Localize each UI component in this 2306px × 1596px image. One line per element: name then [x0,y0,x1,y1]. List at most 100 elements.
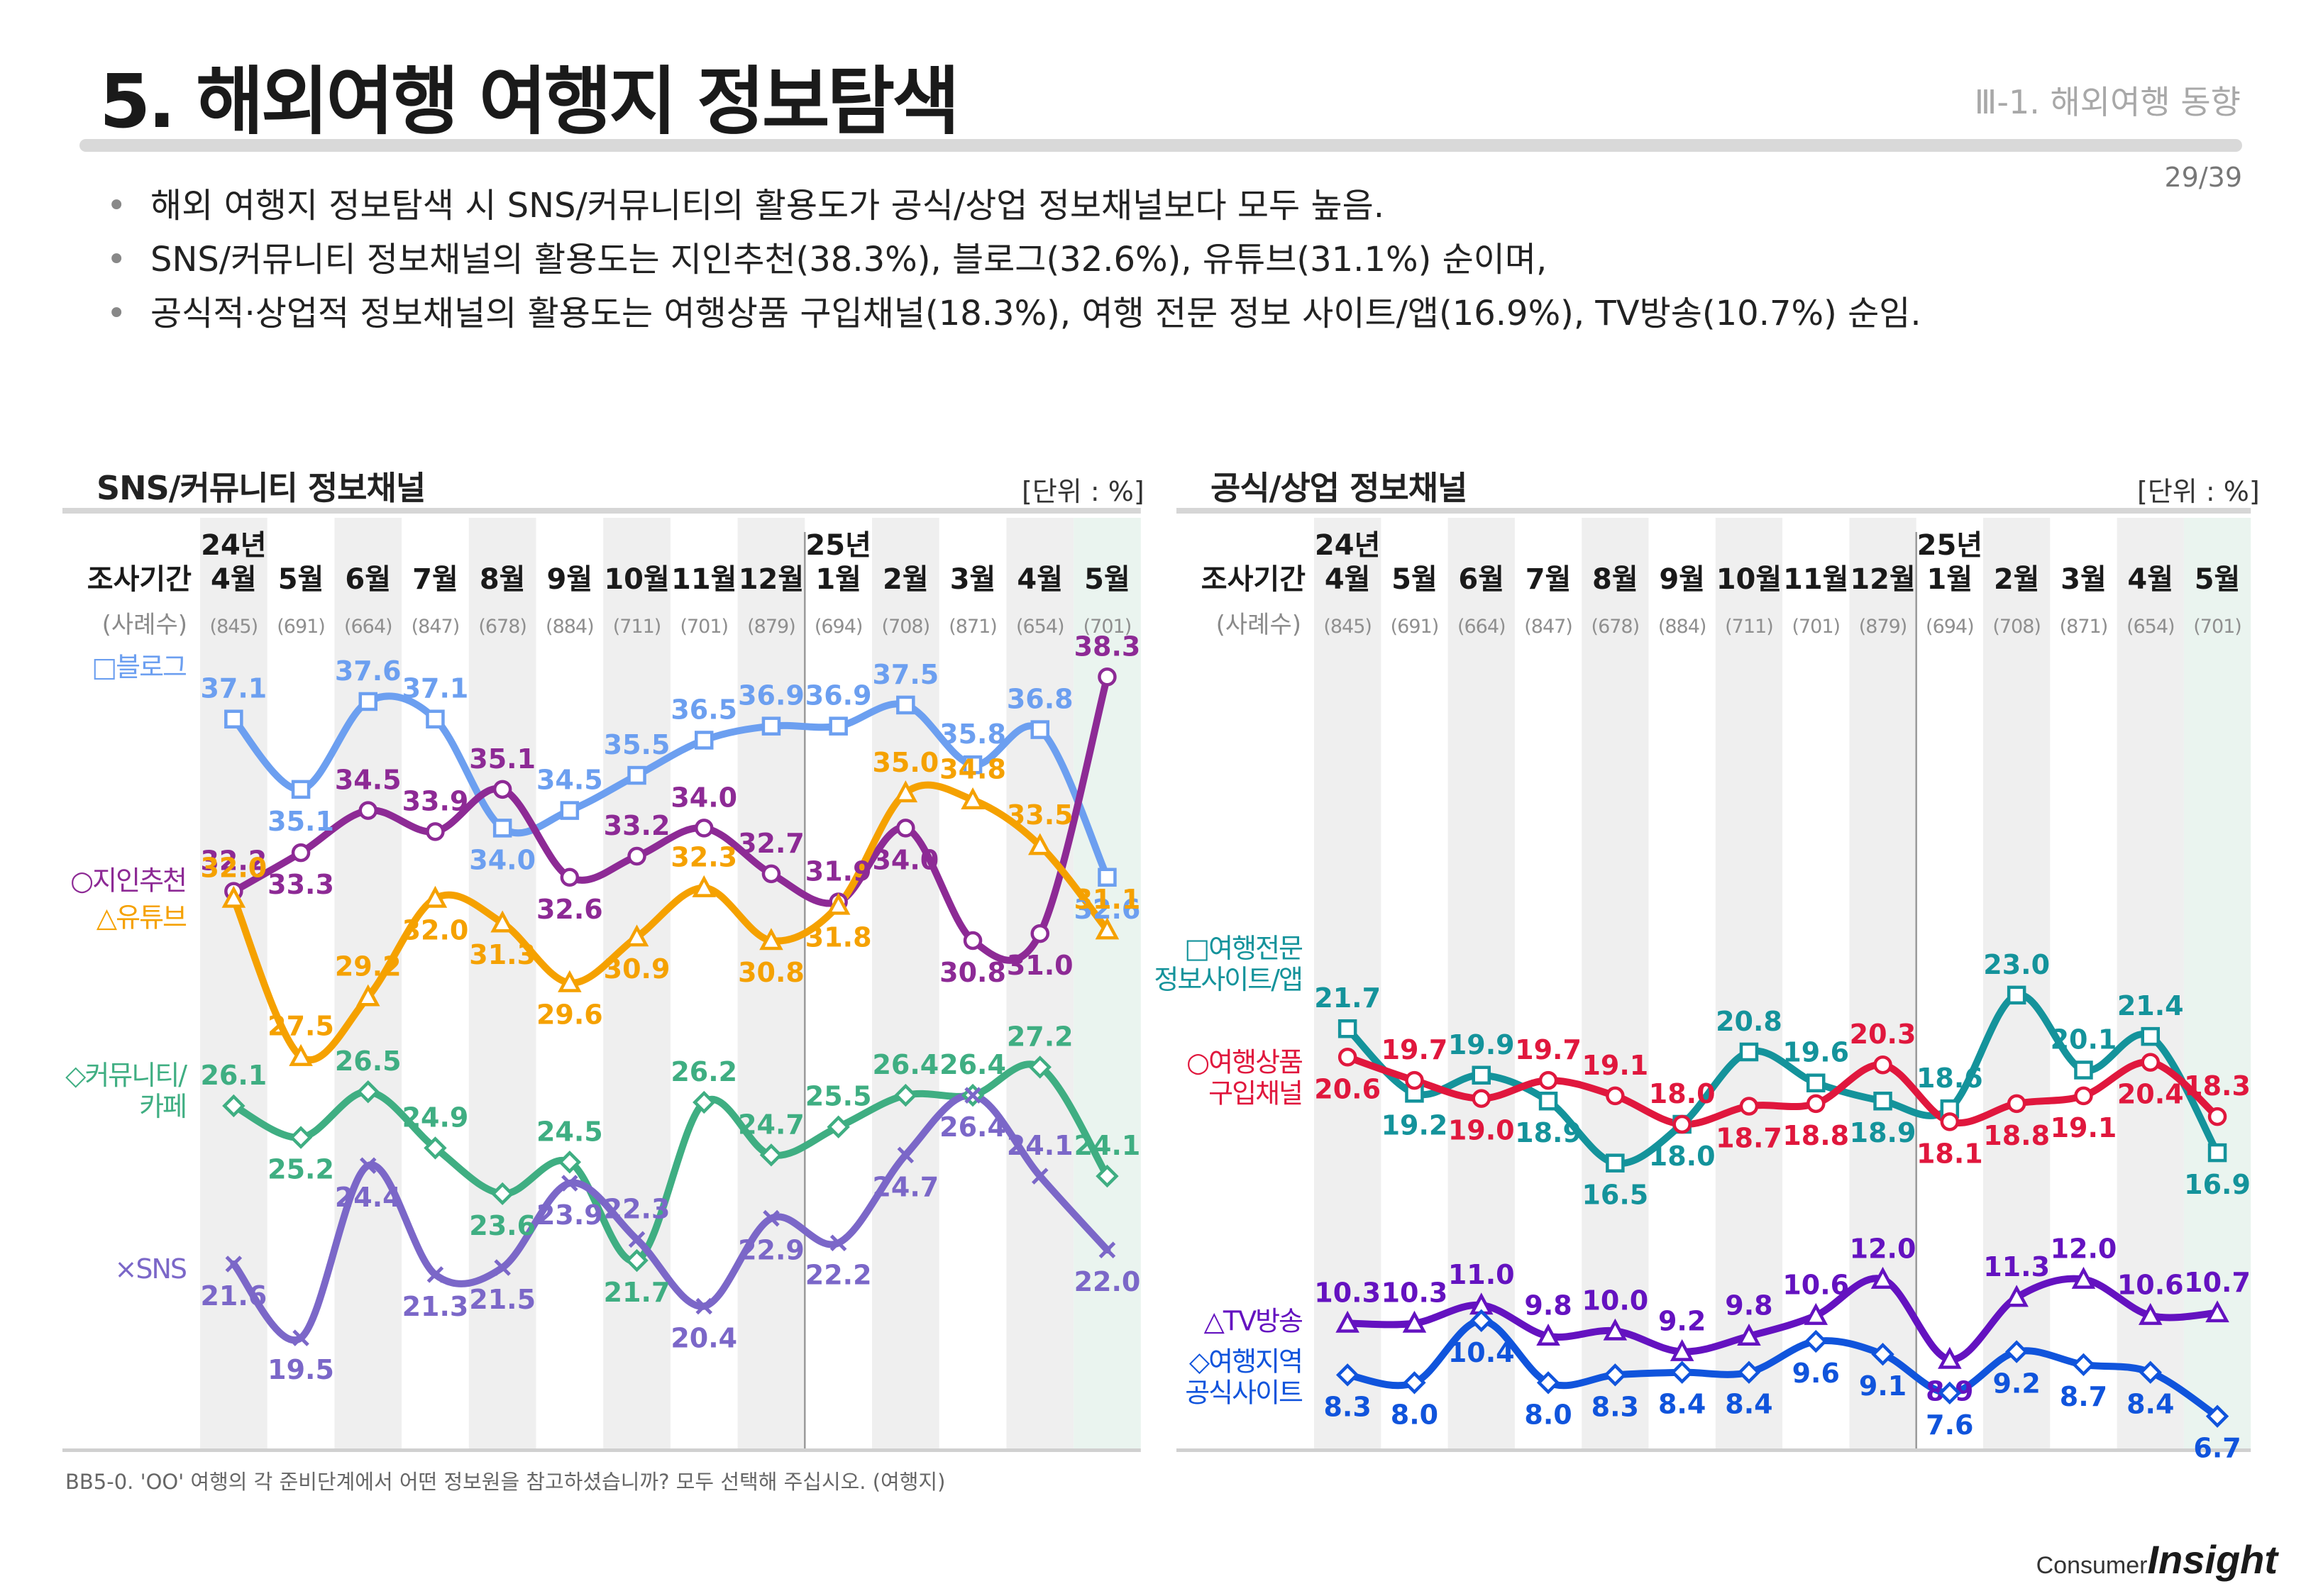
data-label-3-3: 24.9 [402,1102,469,1133]
data-label-1-12: 31.0 [1007,950,1074,981]
data-label-4-5: 23.9 [536,1199,603,1231]
data-label-3-11: 26.4 [939,1049,1006,1080]
data-label-0-3: 37.1 [402,673,469,704]
data-point-4-7 [695,1297,713,1315]
column-shade-10 [872,518,939,1448]
bullet-3-text: 공식적·상업적 정보채널의 활용도는 여행상품 구입채널(18.3%), 여행 … [150,294,1921,333]
data-point-4-3 [426,1266,444,1283]
brand-logo: ConsumerInsight [2036,1536,2278,1583]
data-point-1-8 [761,864,781,884]
bullet-2: SNS/커뮤니티 정보채널의 활용도는 지인추천(38.3%), 블로그(32.… [106,233,1921,287]
legend-entry-3: 카페 [139,1091,186,1122]
data-label-3-9: 25.5 [805,1081,872,1112]
month-tick-label: 5월 [1084,563,1130,596]
data-label-2-8: 30.8 [738,957,805,988]
data-point-0-7 [695,731,714,750]
data-point-4-9 [829,1234,847,1252]
legend-entry-2: △유튜브 [96,902,187,933]
data-label-2-12: 33.5 [1007,799,1074,831]
month-tick-label: 8월 [480,563,526,596]
data-label-4-6: 22.3 [604,1193,671,1224]
data-point-0-11 [963,755,983,775]
data-label-4-13: 22.0 [1074,1266,1141,1297]
data-label-1-3: 33.9 [402,785,469,816]
data-point-1-2 [358,801,377,820]
data-point-2-6 [624,924,649,947]
data-label-3-2: 26.5 [335,1046,402,1077]
sample-size-label: (691) [277,616,325,638]
data-point-0-6 [627,765,646,785]
section-label: Ⅲ-1. 해외여행 동향 [1974,83,2241,121]
data-point-3-6 [625,1248,649,1273]
sample-size-label: (701) [680,616,728,638]
month-tick-label: 7월 [412,563,458,596]
data-point-2-11 [961,787,985,809]
data-label-1-4: 35.1 [469,743,536,775]
legend-entry-4: ×SNS [114,1253,186,1285]
data-point-2-13 [1095,917,1120,940]
column-shade-8 [737,518,805,1448]
data-label-2-3: 32.0 [402,915,469,946]
data-label-0-6: 35.5 [604,729,671,760]
data-label-4-9: 22.2 [805,1259,872,1290]
data-label-0-4: 34.0 [469,844,536,875]
sample-size-label: (701) [1083,616,1132,638]
data-point-2-5 [558,970,582,992]
month-tick-label: 12월 [739,563,804,596]
data-point-2-0 [221,885,246,908]
data-label-0-12: 36.8 [1007,684,1074,715]
data-label-0-8: 36.9 [738,680,805,711]
month-tick-label: 3월 [950,563,996,596]
chart-top-rule [62,508,1141,514]
data-label-3-5: 24.5 [536,1116,603,1147]
column-shade-6 [603,518,671,1448]
sample-size-label: (879) [747,616,795,638]
data-point-1-5 [560,868,580,887]
data-label-0-11: 35.8 [939,719,1006,750]
data-point-0-0 [224,709,243,728]
sample-size-label: (871) [949,616,997,638]
data-point-0-1 [291,780,311,799]
data-point-3-5 [558,1151,582,1174]
data-label-3-1: 25.2 [267,1154,334,1185]
data-point-1-11 [963,931,983,951]
title-divider [79,139,2242,152]
data-point-1-7 [695,819,714,838]
data-point-4-6 [628,1231,646,1248]
data-point-1-1 [291,843,311,863]
data-point-2-2 [355,984,380,1007]
chart-left-unit: [단위 : %] [1022,476,1144,507]
bullet-1: 해외 여행지 정보탐색 시 SNS/커뮤니티의 활용도가 공식/상업 정보채널보… [106,179,1921,233]
data-point-3-2 [356,1080,380,1104]
data-point-4-1 [292,1329,309,1346]
data-label-4-2: 24.4 [335,1182,402,1213]
summary-bullets: 해외 여행지 정보탐색 시 SNS/커뮤니티의 활용도가 공식/상업 정보채널보… [106,179,1921,340]
sample-size-label: (654) [1016,616,1064,638]
data-point-0-5 [560,801,580,820]
data-label-1-1: 33.3 [267,869,334,900]
chart-right-unit: [단위 : %] [2137,476,2260,507]
sample-label: (사례수) [102,611,187,639]
brand-consumer: Consumer [2036,1552,2148,1579]
month-tick-label: 4월 [211,563,257,596]
data-point-0-9 [829,716,848,736]
data-point-4-11 [964,1087,981,1104]
data-point-4-10 [897,1146,915,1164]
data-label-0-1: 35.1 [267,806,334,837]
data-point-3-3 [424,1136,447,1160]
data-point-1-13 [1098,667,1117,687]
data-point-0-13 [1098,868,1117,887]
data-label-1-11: 30.8 [939,957,1006,988]
data-label-1-9: 31.9 [805,855,872,887]
data-label-4-3: 21.3 [402,1291,469,1322]
data-point-3-13 [1096,1164,1119,1188]
sample-size-label: (847) [412,616,460,638]
data-point-1-3 [426,822,445,841]
month-tick-label: 2월 [883,563,929,596]
chart-left-title: SNS/커뮤니티 정보채널 [96,469,426,507]
data-point-0-4 [492,819,512,838]
chart-right-title: 공식/상업 정보채널 [1210,469,1467,507]
footnote: BB5-0. 'OO' 여행의 각 준비단계에서 어떤 정보원을 참고하셨습니까… [65,1470,946,1494]
legend-entry-1: ○지인추천 [70,865,186,897]
